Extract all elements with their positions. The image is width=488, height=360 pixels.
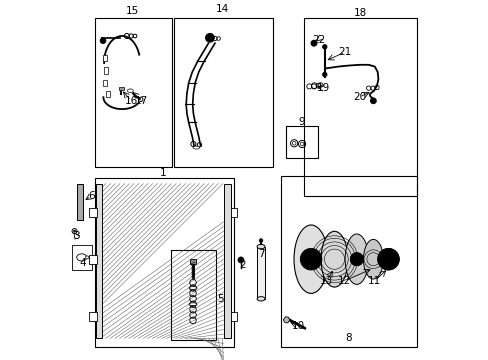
Bar	[103, 67, 108, 74]
Ellipse shape	[85, 256, 89, 259]
Text: 8: 8	[345, 333, 351, 343]
Bar	[170, 250, 215, 340]
Circle shape	[322, 72, 326, 77]
Ellipse shape	[189, 303, 197, 306]
Ellipse shape	[189, 287, 197, 289]
Bar	[89, 255, 96, 264]
Text: 6: 6	[88, 191, 95, 201]
Text: 10: 10	[291, 321, 305, 331]
Bar	[102, 80, 107, 86]
Bar	[230, 312, 237, 321]
Ellipse shape	[77, 254, 87, 261]
Bar	[230, 208, 237, 217]
Ellipse shape	[293, 225, 327, 293]
Circle shape	[205, 33, 214, 42]
Circle shape	[380, 251, 396, 267]
Bar	[257, 247, 264, 299]
Bar	[174, 18, 273, 167]
Bar	[285, 126, 318, 158]
Bar	[89, 312, 96, 321]
Text: 17: 17	[135, 96, 148, 106]
Bar	[303, 18, 416, 196]
Text: 3: 3	[73, 231, 80, 241]
Circle shape	[100, 38, 106, 44]
Ellipse shape	[345, 234, 368, 284]
Bar	[95, 18, 172, 167]
Text: 21: 21	[338, 47, 351, 57]
Bar	[89, 208, 96, 217]
Text: 11: 11	[367, 276, 381, 286]
Text: 19: 19	[316, 83, 329, 93]
Circle shape	[377, 248, 399, 270]
Text: 18: 18	[353, 8, 366, 18]
Circle shape	[370, 98, 375, 104]
Text: 22: 22	[311, 35, 325, 45]
Text: 15: 15	[126, 6, 139, 16]
Circle shape	[349, 253, 363, 266]
Bar	[72, 245, 91, 270]
Ellipse shape	[127, 89, 133, 93]
Ellipse shape	[363, 239, 383, 279]
Ellipse shape	[257, 244, 264, 249]
Text: 7: 7	[258, 249, 264, 259]
Circle shape	[73, 230, 76, 232]
Text: 5: 5	[216, 294, 223, 304]
Bar	[280, 176, 416, 347]
Circle shape	[322, 45, 326, 49]
Circle shape	[310, 40, 316, 46]
Text: 13: 13	[319, 276, 332, 286]
Text: 14: 14	[216, 4, 229, 14]
Bar	[105, 91, 110, 97]
Bar	[190, 259, 196, 264]
Bar	[95, 178, 233, 347]
Text: 12: 12	[337, 276, 350, 286]
Circle shape	[382, 253, 393, 265]
Text: 4: 4	[79, 258, 85, 268]
Text: 20: 20	[352, 92, 366, 102]
Text: 1: 1	[160, 168, 166, 178]
Ellipse shape	[320, 231, 347, 287]
Text: 9: 9	[298, 117, 305, 127]
Polygon shape	[283, 317, 289, 323]
Text: 2: 2	[239, 260, 245, 270]
Text: 16: 16	[124, 96, 138, 106]
Circle shape	[238, 257, 244, 263]
Ellipse shape	[193, 146, 199, 149]
Ellipse shape	[257, 297, 264, 301]
Bar	[118, 87, 123, 90]
Bar	[77, 184, 82, 220]
Bar	[103, 55, 107, 61]
Circle shape	[300, 248, 321, 270]
Bar	[103, 184, 223, 338]
Bar	[96, 184, 102, 338]
Circle shape	[305, 254, 316, 265]
Circle shape	[259, 239, 263, 242]
Bar	[224, 184, 230, 338]
